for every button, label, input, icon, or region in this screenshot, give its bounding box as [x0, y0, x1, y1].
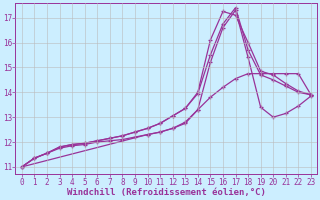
- X-axis label: Windchill (Refroidissement éolien,°C): Windchill (Refroidissement éolien,°C): [67, 188, 266, 197]
